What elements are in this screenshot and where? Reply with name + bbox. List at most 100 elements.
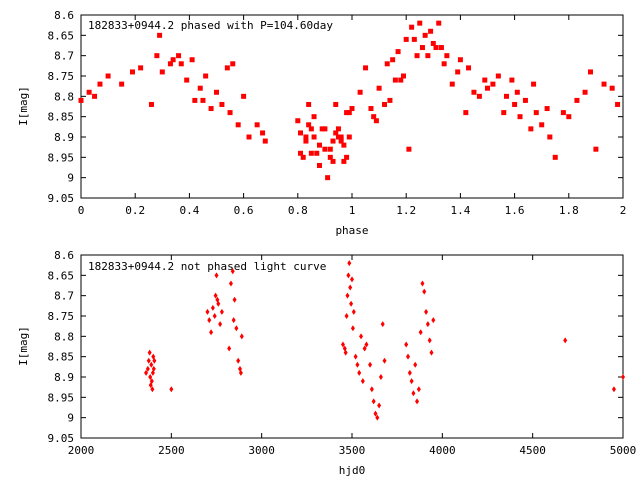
data-point bbox=[438, 45, 444, 51]
data-point bbox=[409, 24, 415, 30]
data-point bbox=[207, 317, 212, 324]
data-point bbox=[427, 337, 432, 344]
data-point bbox=[350, 276, 354, 283]
data-point bbox=[429, 349, 434, 356]
data-point bbox=[224, 65, 230, 71]
data-point bbox=[205, 308, 210, 315]
data-point bbox=[615, 101, 621, 107]
data-point bbox=[611, 386, 616, 393]
data-point bbox=[129, 69, 135, 75]
data-point bbox=[327, 154, 333, 160]
phased-x-tick-label: 1.8 bbox=[559, 204, 579, 217]
data-point bbox=[403, 36, 409, 42]
data-point bbox=[482, 77, 488, 83]
data-point bbox=[362, 345, 367, 352]
data-point bbox=[364, 341, 369, 348]
unphased-chart: 182833+0944.2 not phased light curve hjd… bbox=[17, 249, 636, 477]
unphased-plot-frame bbox=[80, 254, 624, 439]
data-point bbox=[105, 73, 111, 79]
data-point bbox=[368, 361, 373, 368]
data-point bbox=[415, 398, 420, 405]
data-point bbox=[246, 134, 252, 140]
data-point bbox=[322, 126, 328, 132]
data-point bbox=[227, 345, 232, 352]
data-point bbox=[325, 175, 331, 181]
data-point bbox=[382, 357, 387, 364]
phased-x-axis-label: phase bbox=[335, 224, 368, 237]
data-point bbox=[230, 268, 235, 275]
data-point bbox=[214, 89, 219, 95]
data-point bbox=[377, 402, 382, 409]
data-point bbox=[311, 114, 317, 120]
data-point bbox=[376, 85, 382, 91]
data-point bbox=[214, 272, 219, 279]
data-point bbox=[322, 146, 328, 152]
data-point bbox=[157, 32, 163, 38]
data-point bbox=[316, 162, 322, 168]
data-point bbox=[78, 97, 84, 103]
data-point bbox=[333, 130, 339, 136]
data-point bbox=[563, 337, 568, 344]
phased-x-tick-label: 0.2 bbox=[125, 204, 145, 217]
data-point bbox=[420, 280, 425, 287]
data-point bbox=[344, 313, 349, 319]
phased-x-tick-label: 0 bbox=[78, 204, 85, 217]
data-point bbox=[149, 361, 154, 368]
data-point bbox=[404, 341, 409, 348]
data-point bbox=[192, 97, 198, 103]
unphased-y-axis-label: I[mag] bbox=[17, 326, 30, 366]
data-point bbox=[407, 369, 412, 376]
data-point bbox=[346, 134, 352, 140]
data-point bbox=[359, 333, 364, 340]
data-point bbox=[357, 369, 362, 376]
data-point bbox=[176, 53, 182, 59]
data-point bbox=[344, 110, 350, 116]
data-point bbox=[355, 361, 360, 368]
phased-y-tick-label: 8.9 bbox=[54, 131, 74, 144]
data-point bbox=[378, 374, 383, 380]
unphased-y-tick-label: 8.7 bbox=[54, 290, 74, 303]
data-point bbox=[485, 85, 490, 91]
data-point bbox=[431, 317, 436, 324]
data-point bbox=[209, 329, 214, 336]
data-point bbox=[333, 101, 339, 107]
data-point bbox=[216, 300, 221, 307]
phased-x-ticks: 0 0.2 0.4 0.6 0.8 1 1.2 1.4 1.6 1.8 2 bbox=[78, 15, 626, 217]
data-point bbox=[152, 357, 157, 364]
phased-y-tick-label: 8.75 bbox=[48, 70, 75, 83]
data-point bbox=[218, 321, 223, 328]
data-point bbox=[593, 146, 599, 152]
data-point bbox=[414, 53, 420, 59]
data-point bbox=[436, 20, 442, 26]
data-point bbox=[351, 308, 356, 315]
data-point bbox=[371, 398, 376, 405]
unphased-points bbox=[144, 260, 625, 421]
data-point bbox=[373, 118, 379, 124]
unphased-y-tick-label: 8.95 bbox=[48, 391, 75, 404]
data-point bbox=[230, 61, 236, 67]
data-point bbox=[514, 89, 520, 95]
data-point bbox=[368, 106, 374, 112]
unphased-y-tick-label: 8.8 bbox=[54, 330, 74, 343]
phased-x-tick-label: 0.6 bbox=[234, 204, 254, 217]
data-point bbox=[341, 158, 347, 164]
phased-y-tick-label: 8.65 bbox=[48, 29, 75, 42]
data-point bbox=[208, 106, 214, 112]
data-point bbox=[422, 288, 427, 295]
data-point bbox=[430, 40, 436, 46]
data-point bbox=[236, 357, 241, 364]
phased-x-tick-label: 0.4 bbox=[179, 204, 199, 217]
data-point bbox=[228, 280, 233, 287]
data-point bbox=[457, 57, 463, 63]
data-point bbox=[298, 150, 304, 156]
data-point bbox=[533, 110, 539, 116]
data-point bbox=[539, 122, 545, 128]
phased-x-tick-label: 1.6 bbox=[505, 204, 525, 217]
data-point bbox=[197, 85, 203, 91]
data-point bbox=[582, 89, 588, 95]
data-point bbox=[601, 81, 607, 87]
data-point bbox=[343, 349, 348, 356]
data-point bbox=[298, 130, 304, 136]
unphased-y-tick-label: 8.85 bbox=[48, 351, 75, 364]
